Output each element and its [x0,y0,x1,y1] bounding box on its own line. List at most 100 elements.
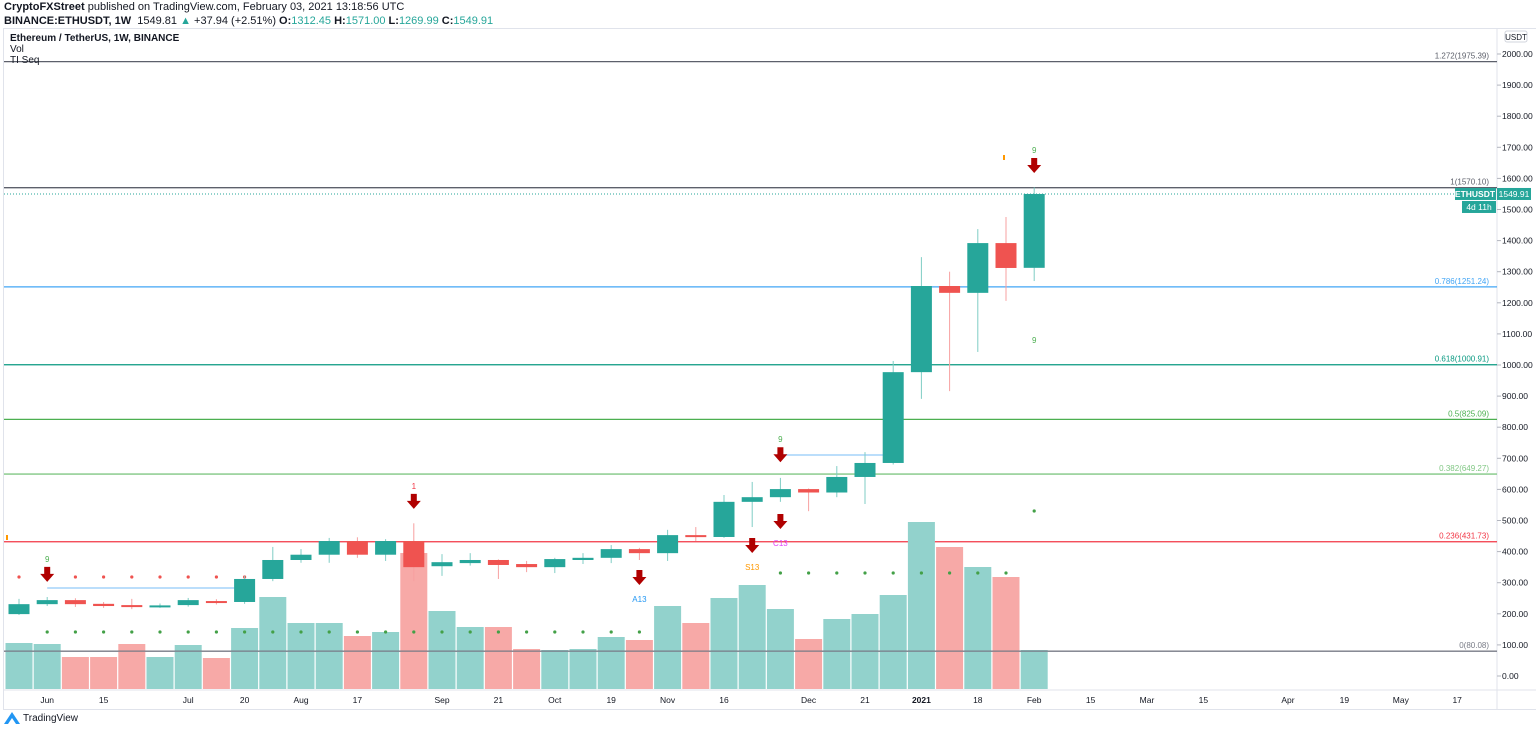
td-label: S13 [745,563,760,572]
volume-bar [315,623,343,689]
sell-arrow-icon [632,570,647,586]
td-support-dot [214,630,218,634]
fib-level-label: 1(1570.10) [1450,178,1489,187]
candle-up [544,559,566,568]
brand-name: TradingView [23,712,79,724]
high-label: H: [334,15,346,27]
td-resistance-dot [102,575,106,579]
y-tick-label: 1100.00 [1502,329,1532,339]
currency-label: USDT [1505,33,1527,42]
candle-down [939,286,961,293]
fib-level-label: 0.5(825.09) [1448,409,1489,418]
x-tick-label: 16 [719,695,729,705]
volume-bar [541,650,569,689]
td-support-dot [384,630,388,634]
candle-up [600,549,622,558]
volume-bar [90,657,118,689]
td-resistance-dot [130,575,134,579]
candle-up [572,557,594,560]
candle-up [149,605,171,608]
open-label: O: [279,15,292,27]
volume-bar [456,627,484,689]
chart-area[interactable] [3,28,1536,710]
td-support-dot [412,630,416,634]
td-support-dot [355,630,359,634]
candle-up [234,578,256,602]
volume-bar [259,597,287,689]
change: +37.94 (+2.51%) [194,15,276,27]
td-support-dot [778,571,783,575]
candle-up [967,243,989,293]
y-tick-label: 1500.00 [1502,205,1533,215]
y-tick-label: 1900.00 [1502,80,1533,90]
y-tick-label: 1300.00 [1502,267,1533,277]
low-label: L: [388,15,399,27]
candle-down [487,559,509,565]
x-tick-label: Mar [1140,695,1155,705]
volume-bar [936,547,964,689]
fib-level-label: 0.786(1251.24) [1435,277,1490,286]
candle-down [346,541,368,555]
td-support-dot [919,571,924,575]
td-support-dot [1004,571,1008,575]
x-tick-label: 2021 [912,695,931,705]
candle-up [769,489,791,498]
candle-up [854,462,876,477]
x-tick-label: 21 [494,695,504,705]
td-support-dot [1032,509,1036,513]
x-tick-label: 17 [1452,695,1462,705]
y-tick-label: 500.00 [1502,516,1528,526]
td-perfection-marker [1003,155,1005,160]
td-label: C13 [773,539,788,548]
volume-bar [738,585,766,689]
candle-up [713,501,735,537]
td-support-dot [158,630,162,634]
td-support-dot [835,571,839,575]
td-resistance-dot [73,575,77,579]
y-tick-label: 300.00 [1502,578,1528,588]
td-resistance-dot [214,575,218,579]
candle-down [798,489,820,493]
candle-up [290,554,312,560]
candle-up [657,535,679,554]
close-label: C: [441,15,454,27]
candle-down [685,535,707,538]
currency-badge [1504,30,1528,43]
td-support-dot [243,630,247,634]
legend-volume[interactable]: Vol [10,44,24,55]
candle-up [318,541,340,555]
tradingview-logo[interactable]: TradingView [4,712,78,724]
td-support-dot [130,630,134,634]
td-support-dot [553,630,557,634]
legend-indicator[interactable]: TI Seq [10,55,40,66]
y-tick-label: 600.00 [1502,484,1528,494]
y-tick-label: 100.00 [1502,640,1528,650]
volume-bar [343,636,371,689]
high-value: 1571.00 [345,15,386,27]
y-tick-label: 1700.00 [1502,142,1533,152]
x-tick-label: Sep [434,695,449,705]
x-tick-label: Dec [801,695,817,705]
candle-up [910,286,932,373]
sell-arrow-icon [773,514,788,530]
volume-bar [174,645,202,689]
x-tick-label: 18 [973,695,983,705]
y-tick-label: 2000.00 [1502,49,1533,59]
volume-bar [795,639,823,689]
volume-bar [513,649,541,689]
td-perfection-marker [6,535,8,540]
td-support-dot [327,630,331,634]
td-support-dot [948,571,952,575]
x-tick-label: 15 [1199,695,1209,705]
volume-bar [5,643,33,689]
symbol-info: BINANCE:ETHUSDT, 1W 1549.81 ▲ +37.94 (+2… [4,15,493,27]
x-tick-label: 19 [1340,695,1350,705]
sell-arrow-icon [40,566,55,582]
candle-up [459,559,481,564]
volume-bar [710,598,738,689]
fib-level-label: 1.272(1975.39) [1435,52,1490,61]
td-resistance-dot [158,575,162,579]
candle-down [995,243,1017,268]
td-support-dot [45,630,49,634]
